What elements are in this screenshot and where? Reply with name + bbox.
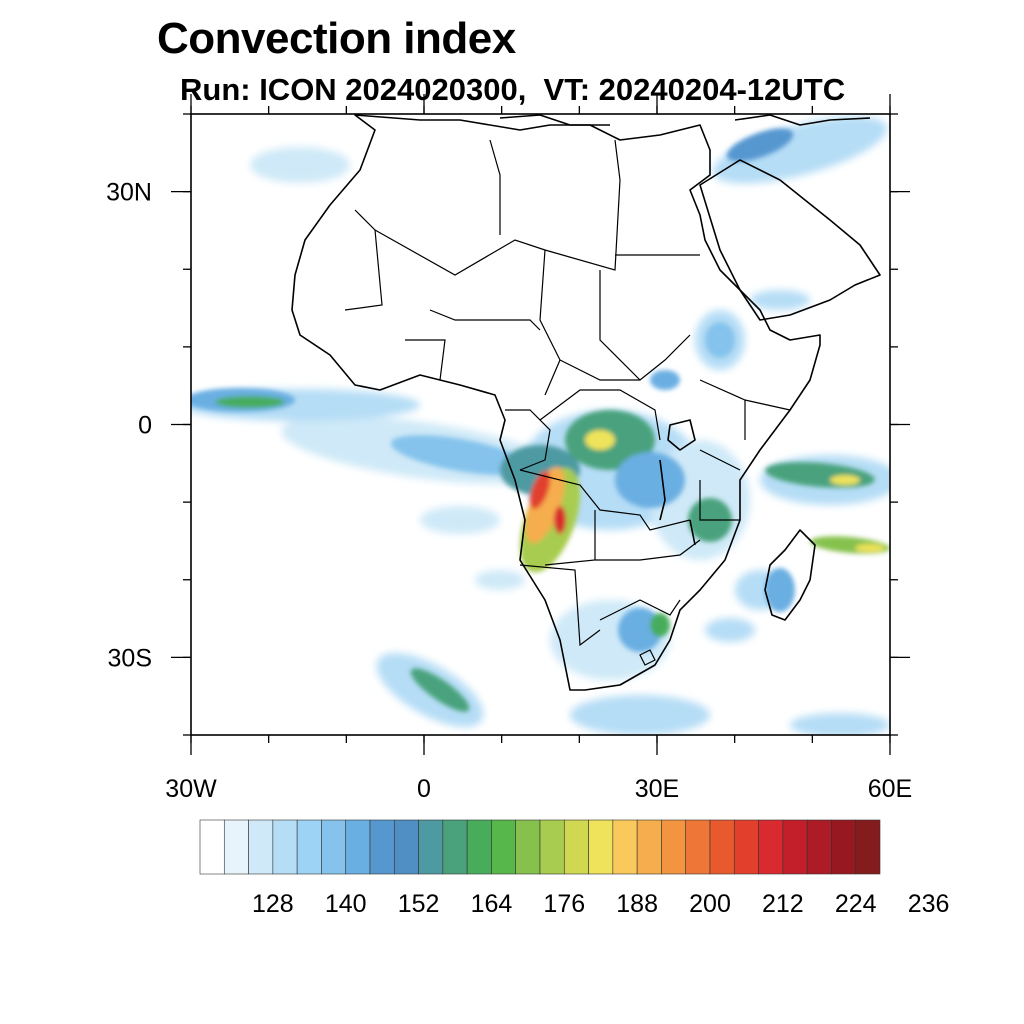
lon-tick-label: 0 xyxy=(417,775,431,803)
chart-title: Convection index xyxy=(157,14,516,63)
colorbar-label: 212 xyxy=(762,890,804,918)
colorbar-swatch xyxy=(588,819,614,875)
colorbar-swatch xyxy=(539,819,565,875)
lon-tick-label: 60E xyxy=(868,775,912,803)
colorbar-swatch xyxy=(855,819,881,875)
lat-tick-label: 30S xyxy=(108,644,152,672)
colorbar-swatch xyxy=(418,819,444,875)
colorbar-label: 224 xyxy=(835,890,877,918)
colorbar-swatch xyxy=(782,819,808,875)
colorbar-swatch xyxy=(223,819,249,875)
lon-tick-label: 30E xyxy=(635,775,679,803)
lon-tick-label: 30W xyxy=(165,775,217,803)
colorbar-label: 176 xyxy=(543,890,585,918)
lat-tick-label: 30N xyxy=(106,179,152,207)
colorbar-swatch xyxy=(612,819,638,875)
colorbar-swatch xyxy=(272,819,298,875)
lat-tick-label: 0 xyxy=(138,412,152,440)
axis-ticks xyxy=(171,94,910,755)
colorbar-swatch xyxy=(321,819,347,875)
country-borders xyxy=(344,139,791,666)
colorbar-label: 164 xyxy=(471,890,513,918)
colorbar-swatch xyxy=(369,819,395,875)
colorbar-swatch xyxy=(248,819,274,875)
colorbar-swatch xyxy=(831,819,857,875)
colorbar-swatch xyxy=(636,819,662,875)
colorbar-swatch xyxy=(515,819,541,875)
colorbar-swatch xyxy=(758,819,784,875)
axis-tick-labels: 30W 0 30E 60E 30N 0 30S xyxy=(106,179,912,803)
chart-subtitle: Run: ICON 2024020300, VT: 20240204-12UTC xyxy=(180,72,846,107)
colorbar-label: 200 xyxy=(689,890,731,918)
colorbar-label: 188 xyxy=(616,890,658,918)
colorbar-swatch xyxy=(199,819,225,875)
colorbar-label: 152 xyxy=(398,890,440,918)
colorbar-label: 128 xyxy=(252,890,294,918)
colorbar-swatch xyxy=(466,819,492,875)
colorbar-labels: 128 140 152 164 176 188 200 212 224 236 xyxy=(252,890,949,918)
colorbar-swatch xyxy=(661,819,687,875)
colorbar-swatch xyxy=(491,819,517,875)
colorbar xyxy=(199,819,881,875)
colorbar-swatch xyxy=(806,819,832,875)
map-plot-area xyxy=(191,114,890,735)
colorbar-swatch xyxy=(442,819,468,875)
colorbar-swatch xyxy=(685,819,711,875)
colorbar-label: 236 xyxy=(908,890,950,918)
coastlines xyxy=(291,114,881,691)
colorbar-swatch xyxy=(296,819,322,875)
colorbar-swatch xyxy=(393,819,419,875)
colorbar-label: 140 xyxy=(325,890,367,918)
colorbar-swatch xyxy=(563,819,589,875)
colorbar-swatch xyxy=(345,819,371,875)
convection-field xyxy=(191,116,890,735)
colorbar-swatch xyxy=(733,819,759,875)
colorbar-swatch xyxy=(709,819,735,875)
